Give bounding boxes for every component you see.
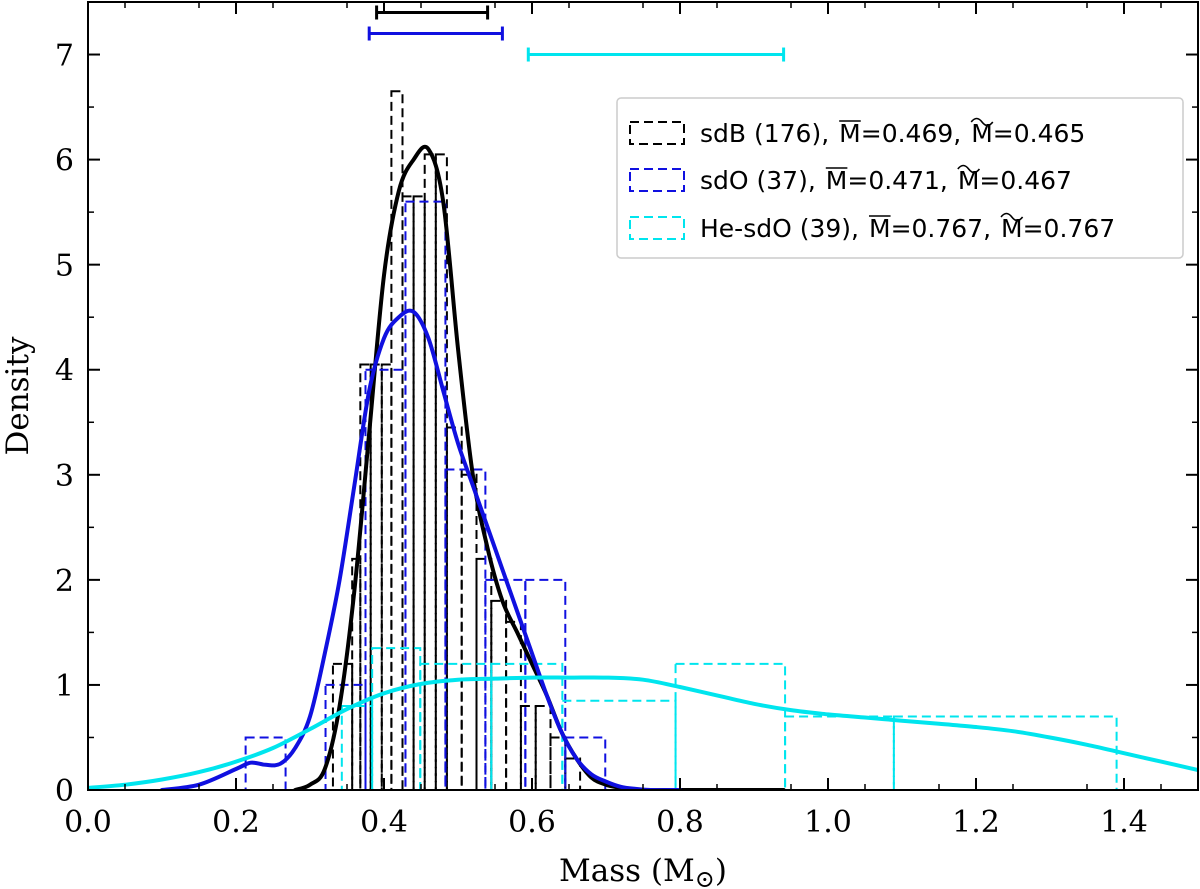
legend-label: sdB (176), <box>700 119 829 148</box>
hist-bar-he-sdo-39-4 <box>561 699 677 790</box>
hist-bar-sdb-176-3 <box>359 363 372 790</box>
legend-median: M <box>1001 214 1023 243</box>
errorbar-he-sdo-39 <box>526 47 786 62</box>
legend-label: sdO (37), <box>700 166 816 195</box>
y-tick-label: 2 <box>55 564 74 599</box>
legend-label: He-sdO (39), <box>700 214 859 243</box>
y-axis-label: Density <box>0 336 36 455</box>
legend-entry-sdo-37: sdO (37), M =0.471, M =0.467 <box>629 164 1072 195</box>
hist-bar-sdo-37-3 <box>364 368 407 790</box>
legend-median-value: =0.467 <box>979 166 1072 195</box>
y-tick-label: 0 <box>55 774 74 809</box>
x-tick-label: 0.4 <box>360 805 408 840</box>
legend-mean: M <box>826 166 848 195</box>
errorbar-sdb-176 <box>375 5 490 20</box>
hist-bar-sdb-176-6 <box>390 90 404 790</box>
legend-frame <box>616 97 1184 259</box>
legend-entry-sdb-176: sdB (176), M =0.469, M =0.465 <box>629 117 1086 148</box>
median-tilde <box>970 117 994 127</box>
x-tick-label: 0.0 <box>64 805 112 840</box>
legend-median: M <box>958 166 980 195</box>
hist-bar-sdb-176-5 <box>380 363 393 790</box>
legend-median-value: =0.465 <box>993 119 1086 148</box>
hist-bar-sdb-176-18 <box>549 736 567 790</box>
errorbar-sdo-37 <box>367 26 504 41</box>
legend-mean-value: =0.469, <box>861 119 961 148</box>
legend-mean: M <box>869 214 891 243</box>
plot-frame <box>87 1 1199 791</box>
legend-entry-he-sdo-39: He-sdO (39), M =0.767, M =0.767 <box>629 212 1116 243</box>
x-axis-label: Mass (M⊙) <box>559 853 727 889</box>
y-tick-label: 6 <box>55 144 74 179</box>
y-tick-label: 5 <box>55 249 74 284</box>
hist-bar-sdo-37-8 <box>564 736 607 790</box>
hist-bar-sdo-37-4 <box>404 200 447 790</box>
legend-median-value: =0.767 <box>1023 214 1116 243</box>
hist-bar-he-sdo-39-6 <box>784 715 895 790</box>
y-tick-label: 1 <box>55 669 74 704</box>
legend-swatch <box>629 121 685 145</box>
kde-curve-sdo-37 <box>160 308 682 790</box>
x-tick-label: 0.2 <box>212 805 260 840</box>
legend-swatch <box>629 216 685 240</box>
x-tick-label: 1.0 <box>804 805 852 840</box>
median-tilde <box>1000 212 1024 222</box>
y-tick-label: 7 <box>55 39 74 74</box>
legend-swatch <box>629 168 685 192</box>
y-tick-label: 3 <box>55 459 74 494</box>
legend-mean: M <box>839 119 861 148</box>
x-tick-label: 1.2 <box>952 805 1000 840</box>
x-tick-label: 0.8 <box>656 805 704 840</box>
x-tick-label: 1.4 <box>1100 805 1148 840</box>
kde-curve-he-sdo-39 <box>88 675 1198 790</box>
x-tick-label: 0.6 <box>508 805 556 840</box>
legend-mean-value: =0.471, <box>847 166 947 195</box>
legend-median: M <box>971 119 993 148</box>
y-tick-label: 4 <box>55 354 74 389</box>
legend-mean-value: =0.767, <box>891 214 991 243</box>
median-tilde <box>957 164 981 174</box>
